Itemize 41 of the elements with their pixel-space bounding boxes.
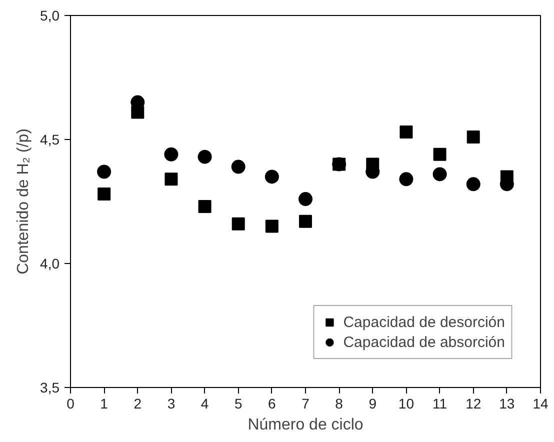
- point: [299, 214, 312, 228]
- point: [198, 200, 212, 213]
- x-tick-label: 5: [234, 396, 242, 412]
- point: [164, 147, 178, 162]
- x-tick-label: 10: [398, 396, 414, 412]
- point: [264, 170, 279, 184]
- point: [399, 172, 414, 186]
- x-tick-label: 0: [66, 396, 75, 412]
- x-tick-label: 2: [134, 396, 142, 412]
- point: [432, 167, 447, 182]
- x-tick-label: 9: [368, 396, 377, 412]
- legend-label: Capacidad de desorción: [343, 314, 505, 330]
- x-tick-label: 4: [200, 396, 209, 412]
- x-tick-label: 14: [532, 396, 548, 412]
- point: [232, 217, 245, 230]
- point: [198, 150, 212, 164]
- point: [98, 188, 111, 201]
- x-axis-title: Número de ciclo: [248, 416, 364, 434]
- x-tick-label: 13: [499, 396, 515, 412]
- x-tick-label: 3: [167, 396, 176, 412]
- point: [433, 148, 446, 161]
- point: [466, 177, 480, 192]
- y-tick-label: 4,0: [40, 256, 60, 272]
- x-tick-label: 1: [100, 396, 108, 412]
- x-tick-label: 6: [268, 396, 276, 412]
- point: [97, 164, 112, 179]
- x-tick-label: 7: [302, 396, 310, 412]
- x-tick-label: 11: [432, 396, 448, 412]
- x-tick-label: 8: [335, 396, 344, 412]
- legend-label: Capacidad de absorción: [343, 334, 505, 350]
- y-tick-label: 4,5: [40, 132, 60, 148]
- y-axis-title: Contenido de H₂ (/p): [15, 128, 32, 274]
- point: [231, 160, 246, 174]
- point: [298, 192, 312, 206]
- y-tick-label: 3,5: [40, 380, 60, 396]
- x-tick-label: 12: [466, 396, 482, 412]
- point: [265, 220, 278, 233]
- point: [164, 172, 178, 186]
- point: [400, 126, 413, 139]
- y-tick-label: 5,0: [40, 8, 60, 24]
- point: [466, 130, 480, 144]
